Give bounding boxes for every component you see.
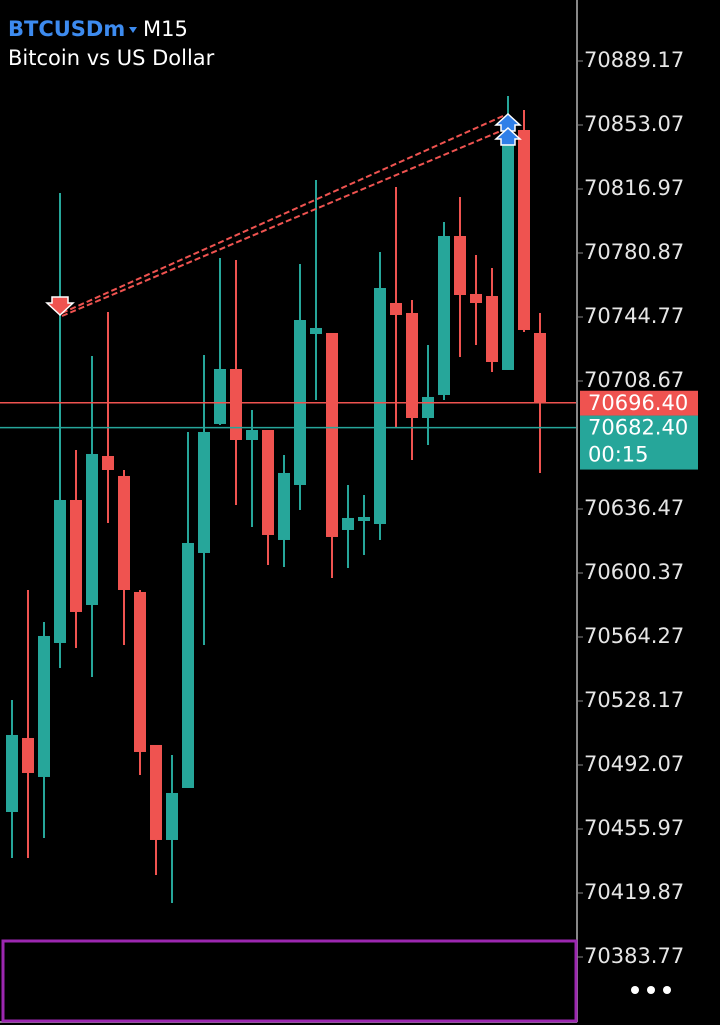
bid-label: 70696.40 xyxy=(588,391,688,415)
candle-body xyxy=(534,332,546,403)
indicator-panel xyxy=(1,939,578,1023)
candle-body xyxy=(278,472,290,540)
candle-body xyxy=(118,475,130,590)
candle-body xyxy=(54,499,66,643)
y-tick-label: 70383.77 xyxy=(584,944,684,968)
menu-icon[interactable] xyxy=(631,986,671,994)
candle-body xyxy=(150,744,162,840)
y-tick-label: 70853.07 xyxy=(584,112,684,136)
candle-body xyxy=(518,130,530,330)
candle-body xyxy=(390,302,402,315)
y-tick-label: 70492.07 xyxy=(584,752,684,776)
y-tick-label: 70708.67 xyxy=(584,368,684,392)
y-tick-label: 70528.17 xyxy=(584,688,684,712)
candle-body xyxy=(70,499,82,612)
candle-body xyxy=(342,517,354,530)
trade-line xyxy=(61,129,504,317)
candle-body xyxy=(454,235,466,295)
candle-body xyxy=(214,368,226,424)
candle-body xyxy=(86,453,98,605)
buy-arrow xyxy=(494,126,522,146)
y-tick-label: 70636.47 xyxy=(584,496,684,520)
plot-area xyxy=(0,95,576,903)
candle-body xyxy=(182,542,194,788)
candle-body xyxy=(230,368,242,440)
candle-body xyxy=(310,327,322,335)
sell-arrow xyxy=(45,296,75,317)
timeframe[interactable]: M15 xyxy=(143,17,188,41)
y-tick-label: 70600.37 xyxy=(584,560,684,584)
subtitle: Bitcoin vs US Dollar xyxy=(8,46,215,70)
candle-body xyxy=(470,293,482,303)
symbol[interactable]: BTCUSDm xyxy=(8,17,125,41)
candle-body xyxy=(246,430,258,440)
candle-body xyxy=(502,140,514,370)
y-tick-label: 70744.77 xyxy=(584,304,684,328)
ask-label-box xyxy=(580,415,698,470)
candle-body xyxy=(358,516,370,522)
bid-label-box xyxy=(580,390,698,416)
y-tick-label: 70889.17 xyxy=(584,48,684,72)
candle-body xyxy=(166,792,178,840)
candle-body xyxy=(326,332,338,537)
y-tick-label: 70455.97 xyxy=(584,816,684,840)
candle-body xyxy=(262,430,274,535)
y-tick-label: 70780.87 xyxy=(584,240,684,264)
y-tick-label: 70564.27 xyxy=(584,624,684,648)
candle-body xyxy=(134,591,146,752)
y-tick-label: 70816.97 xyxy=(584,176,684,200)
candle-body xyxy=(6,734,18,812)
candle-body xyxy=(422,396,434,418)
candle-body xyxy=(486,295,498,362)
candle-body xyxy=(374,287,386,524)
candle-body xyxy=(22,737,34,773)
candle-body xyxy=(102,455,114,470)
y-tick-label: 70419.87 xyxy=(584,880,684,904)
ask-label: 70682.40 xyxy=(588,416,688,440)
dropdown-icon[interactable] xyxy=(129,27,137,33)
candle-body xyxy=(38,635,50,777)
countdown: 00:15 xyxy=(588,443,649,467)
candle-body xyxy=(438,235,450,395)
candle-body xyxy=(198,431,210,553)
candle-body xyxy=(406,312,418,418)
price-axis: 70889.17 70853.07 70816.97 70780.87 70744.77… xyxy=(577,48,698,968)
